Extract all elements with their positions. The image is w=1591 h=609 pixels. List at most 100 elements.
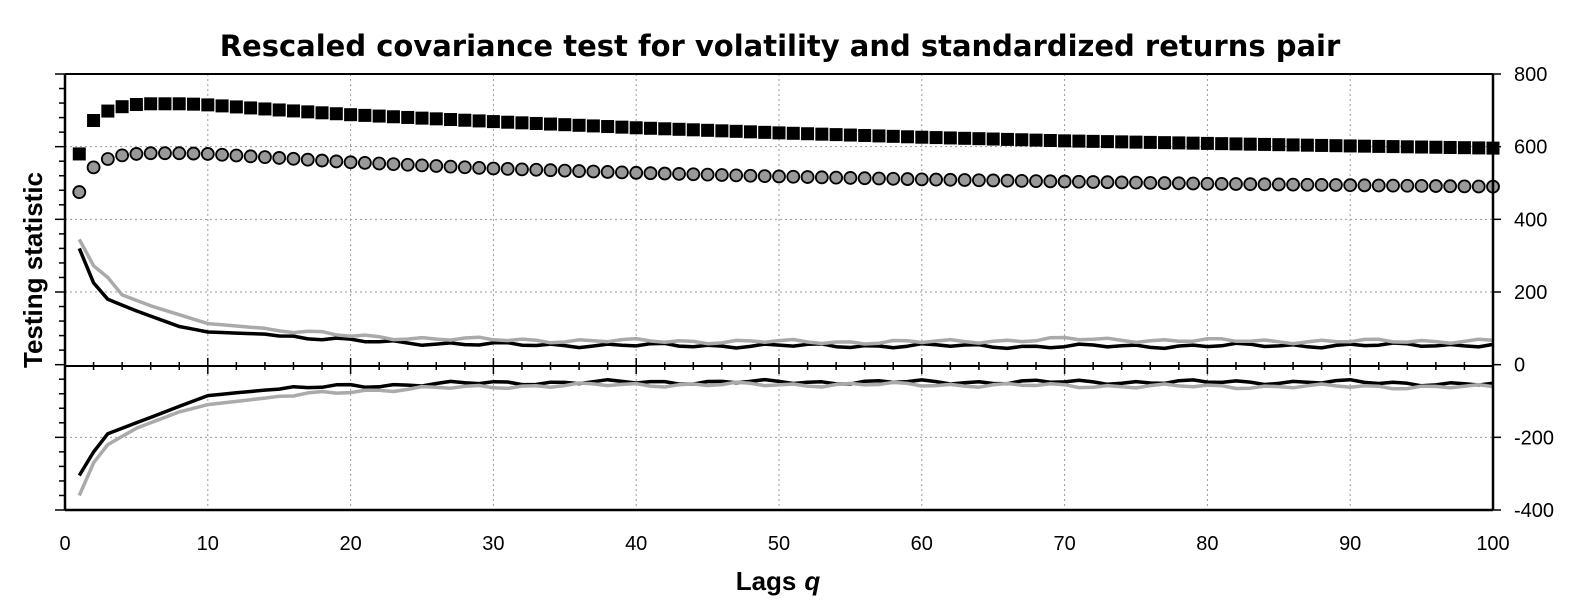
- circle-point: [386, 157, 401, 172]
- series-circle-1: [72, 146, 1500, 199]
- x-tick-label: 70: [1053, 533, 1075, 555]
- circle-point: [686, 167, 701, 182]
- circle-point: [757, 169, 772, 183]
- circle-point: [1386, 178, 1400, 193]
- square-point: [272, 103, 286, 117]
- square-point: [1200, 136, 1214, 150]
- square-point: [743, 125, 757, 139]
- series-line: [77, 238, 1494, 346]
- series-line: [77, 380, 1494, 497]
- circle-point: [729, 168, 744, 183]
- square-point: [643, 121, 657, 135]
- square-point: [686, 123, 700, 137]
- circle-point: [1257, 177, 1272, 192]
- circle-point: [1229, 177, 1243, 191]
- square-point: [929, 131, 943, 145]
- circle-point: [643, 166, 658, 181]
- square-point: [1229, 137, 1243, 151]
- square-point: [786, 126, 800, 140]
- square-point: [701, 123, 715, 137]
- series-layer: [72, 97, 1500, 497]
- circle-point: [572, 164, 586, 178]
- circle-point: [1114, 175, 1129, 190]
- square-point: [572, 118, 586, 132]
- square-point: [115, 100, 129, 114]
- square-point: [87, 114, 101, 128]
- circle-point: [1129, 175, 1143, 190]
- y-tick-label: 0: [1514, 355, 1525, 377]
- square-point: [901, 130, 915, 144]
- square-point: [658, 122, 672, 136]
- square-point: [1386, 140, 1400, 154]
- circle-point: [1243, 177, 1258, 192]
- square-point: [1058, 134, 1072, 148]
- circle-point: [1186, 176, 1201, 191]
- series-line: [77, 247, 1494, 351]
- circle-point: [1471, 179, 1486, 194]
- circle-point: [957, 173, 972, 187]
- square-point: [729, 124, 743, 138]
- circle-point: [843, 171, 858, 185]
- circle-point: [286, 151, 301, 166]
- square-point: [1243, 137, 1257, 151]
- circle-point: [1286, 177, 1300, 192]
- square-point: [858, 128, 872, 142]
- square-point: [301, 105, 315, 119]
- square-point: [972, 132, 986, 146]
- square-point: [1329, 139, 1343, 153]
- x-tick-label: 40: [625, 533, 647, 555]
- circle-point: [1400, 178, 1415, 193]
- circle-point: [1057, 174, 1072, 189]
- square-point: [1429, 140, 1443, 154]
- circle-point: [272, 151, 287, 165]
- x-tick-label: 50: [768, 533, 790, 555]
- circle-point: [743, 168, 758, 183]
- circle-point: [972, 173, 986, 188]
- circle-point: [1443, 179, 1458, 194]
- circle-point: [1200, 176, 1215, 191]
- square-point: [1472, 141, 1486, 155]
- chart-title: Rescaled covariance test for volatility …: [220, 29, 1341, 63]
- circle-point: [886, 171, 901, 186]
- tick-labels: 0 10 20 30 40 50 60 70 80 90 100-400 -200 0 200 400 600…: [59, 64, 1554, 555]
- square-point: [1158, 136, 1172, 150]
- circle-point: [86, 160, 101, 175]
- square-point: [244, 101, 258, 115]
- circle-point: [800, 170, 815, 184]
- square-point: [386, 110, 400, 124]
- circle-point: [1157, 176, 1172, 190]
- circle-point: [1214, 176, 1229, 191]
- square-point: [1415, 140, 1429, 154]
- square-point: [715, 124, 729, 138]
- circle-point: [914, 172, 929, 187]
- circle-point: [1100, 175, 1115, 190]
- x-tick-label: 10: [197, 533, 219, 555]
- circle-point: [315, 153, 329, 168]
- circle-point: [1086, 175, 1101, 189]
- square-point: [458, 113, 472, 127]
- circle-point: [857, 171, 872, 186]
- square-point: [215, 99, 229, 113]
- x-tick-label: 90: [1339, 533, 1361, 555]
- series-line-5: [77, 380, 1494, 497]
- circle-point: [1043, 174, 1058, 189]
- circle-point: [472, 160, 487, 175]
- square-point: [501, 115, 515, 129]
- square-point: [544, 117, 558, 131]
- square-point: [1143, 135, 1157, 149]
- square-point: [1000, 132, 1014, 146]
- circle-point: [400, 157, 415, 172]
- circle-point: [1271, 177, 1286, 192]
- circle-point: [343, 155, 358, 170]
- circle-point: [943, 172, 958, 187]
- square-point: [1029, 133, 1043, 147]
- square-point: [1343, 139, 1357, 153]
- square-point: [101, 104, 115, 118]
- y-tick-label: 600: [1514, 137, 1547, 159]
- x-tick-label: 80: [1196, 533, 1218, 555]
- square-point: [158, 97, 172, 111]
- circle-point: [1014, 173, 1029, 188]
- square-point: [1300, 138, 1314, 152]
- square-point: [258, 102, 272, 116]
- circle-point: [629, 165, 644, 180]
